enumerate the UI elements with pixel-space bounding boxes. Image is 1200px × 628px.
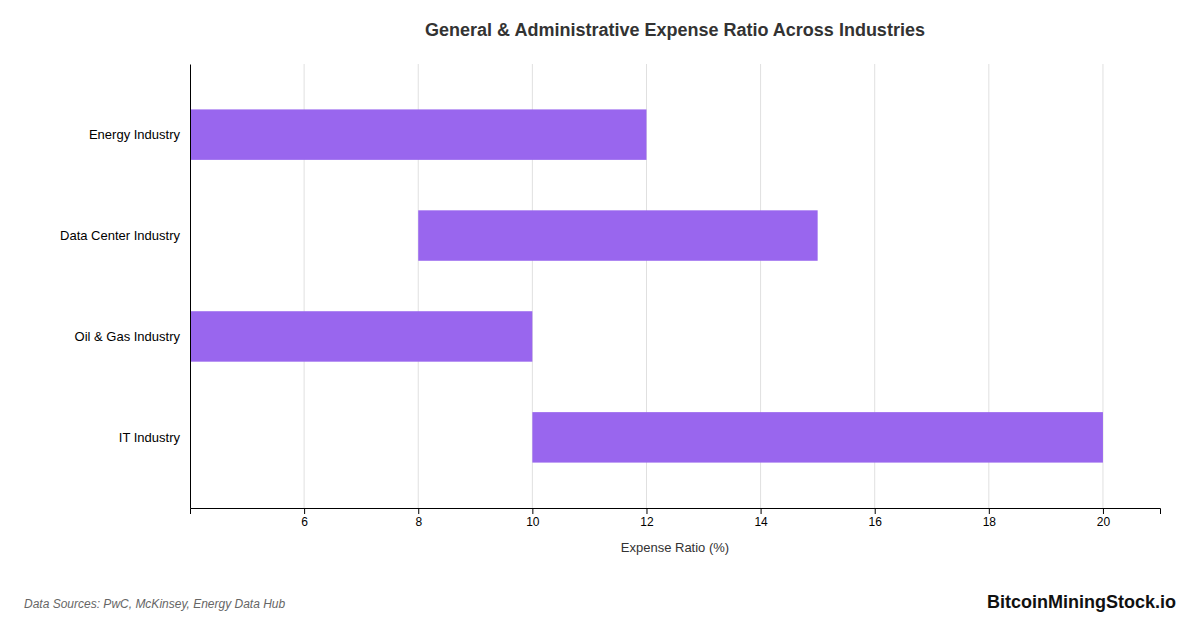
bar: [190, 311, 532, 361]
tick-label: 10: [526, 515, 540, 529]
tick: 14: [754, 508, 768, 529]
tick: 10: [526, 508, 540, 529]
tick-label: 18: [983, 515, 997, 529]
tick-label: Energy Industry: [89, 127, 181, 142]
tick-mark: [646, 508, 647, 514]
tick-label: 16: [869, 515, 883, 529]
tick-label: 14: [754, 515, 768, 529]
tick: Data Center Industry: [60, 228, 190, 243]
tick: IT Industry: [119, 430, 190, 445]
category-axis: Energy Industry Data Center Industry Oil &…: [60, 65, 190, 509]
bars: [190, 109, 1103, 462]
tick-mark: [761, 508, 762, 514]
tick-label: 6: [301, 515, 308, 529]
tick-mark: [989, 508, 990, 514]
tick: 8: [415, 508, 422, 529]
tick-mark: [1103, 508, 1104, 514]
tick-label: Oil & Gas Industry: [75, 329, 181, 344]
tick: 6: [301, 508, 308, 529]
tick-mark: [304, 508, 305, 514]
value-axis: 6 8 10 12 14 16 18 20: [191, 508, 1161, 529]
tick: 16: [869, 508, 883, 529]
tick-label: 8: [415, 515, 422, 529]
tick-label: IT Industry: [119, 430, 181, 445]
watermark: BitcoinMiningStock.io: [987, 592, 1176, 612]
axis-line: [190, 65, 191, 509]
tick-label: 12: [640, 515, 654, 529]
tick: Energy Industry: [89, 127, 190, 142]
tick: Oil & Gas Industry: [75, 329, 190, 344]
chart-svg: 6 8 10 12 14 16 18 20 Energy Industry Data Center…: [0, 0, 1200, 628]
axis-line: [191, 509, 1161, 515]
axis-title: Expense Ratio (%): [621, 540, 729, 555]
tick-mark: [532, 508, 533, 514]
tick-mark: [418, 508, 419, 514]
chart-container: 6 8 10 12 14 16 18 20 Energy Industry Data Center…: [0, 0, 1200, 628]
bar: [418, 210, 817, 260]
tick: 12: [640, 508, 654, 529]
bar: [190, 109, 646, 159]
tick: 18: [983, 508, 997, 529]
bar: [532, 412, 1103, 462]
title: General & Administrative Expense Ratio A…: [425, 20, 925, 40]
tick-label: Data Center Industry: [60, 228, 180, 243]
footnote: Data Sources: PwC, McKinsey, Energy Data…: [24, 597, 286, 611]
tick: 20: [1097, 508, 1111, 529]
tick-label: 20: [1097, 515, 1111, 529]
tick-mark: [875, 508, 876, 514]
